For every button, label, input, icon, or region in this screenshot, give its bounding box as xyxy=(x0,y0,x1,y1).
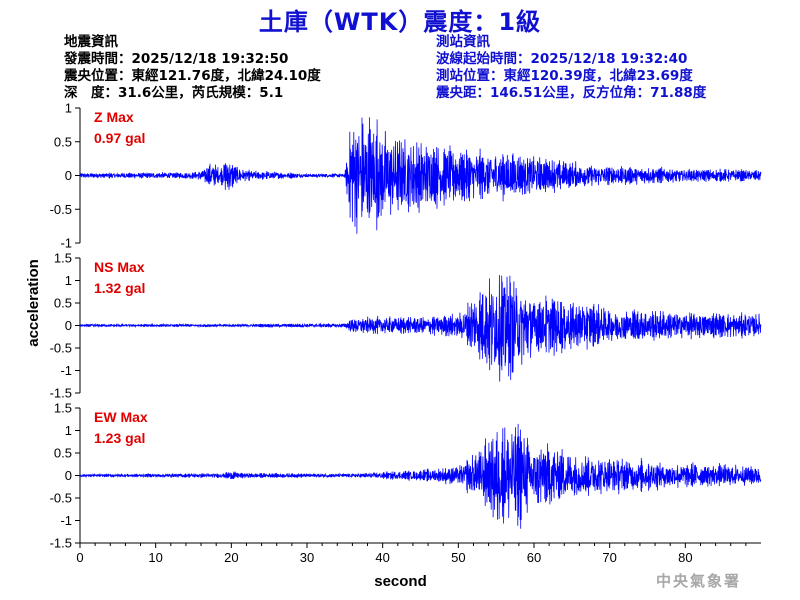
y-tick-label: 0.5 xyxy=(54,446,72,461)
x-tick-label: 70 xyxy=(602,550,616,565)
max-name-label: NS Max xyxy=(94,259,145,275)
station-info-heading: 測站資訊 xyxy=(436,34,490,50)
max-value-label: 1.23 gal xyxy=(94,430,145,446)
y-tick-label: 1.5 xyxy=(54,401,72,416)
x-tick-label: 80 xyxy=(678,550,692,565)
max-value-label: 1.32 gal xyxy=(94,280,145,296)
y-tick-label: -1 xyxy=(60,363,72,378)
station-location: 測站位置：東經120.39度，北緯23.69度 xyxy=(436,68,693,84)
station-info-block: 測站資訊 波線起始時間：2025/12/18 19:32:40 測站位置：東經1… xyxy=(436,34,706,102)
y-tick-label: 1 xyxy=(65,273,72,288)
y-tick-label: -1.5 xyxy=(50,536,72,551)
chart-title: 土庫（WTK）震度：1級 xyxy=(258,8,542,36)
x-tick-label: 60 xyxy=(527,550,541,565)
y-tick-label: -0.5 xyxy=(50,202,72,217)
max-name-label: EW Max xyxy=(94,409,148,425)
y-tick-label: -0.5 xyxy=(50,341,72,356)
max-value-label: 0.97 gal xyxy=(94,130,145,146)
x-tick-label: 40 xyxy=(375,550,389,565)
y-tick-label: 1.5 xyxy=(54,251,72,266)
y-tick-label: 0 xyxy=(65,318,72,333)
quake-depth-magnitude: 深 度：31.6公里，芮氏規模：5.1 xyxy=(64,85,284,101)
trace-z-max xyxy=(79,117,762,234)
x-tick-label: 30 xyxy=(300,550,314,565)
x-tick-label: 50 xyxy=(451,550,465,565)
station-distance-azimuth: 震央距：146.51公里，反方位角：71.88度 xyxy=(436,85,707,101)
y-tick-label: -0.5 xyxy=(50,491,72,506)
trace-ew-max xyxy=(79,423,762,529)
y-tick-label: -1 xyxy=(60,236,72,251)
credit-text: 中央氣象署 xyxy=(656,572,742,590)
y-tick-label: -1.5 xyxy=(50,386,72,401)
y-tick-label: 0.5 xyxy=(54,134,72,149)
quake-location: 震央位置：東經121.76度，北緯24.10度 xyxy=(64,68,321,84)
wave-start-time: 波線起始時間：2025/12/18 19:32:40 xyxy=(436,51,688,67)
x-axis-title: second xyxy=(374,573,427,590)
trace-ns-max xyxy=(79,275,762,382)
quake-info-block: 地震資訊 發震時間：2025/12/18 19:32:50 震央位置：東經121… xyxy=(64,34,321,102)
quake-time: 發震時間：2025/12/18 19:32:50 xyxy=(64,51,289,67)
max-name-label: Z Max xyxy=(94,109,134,125)
x-tick-label: 0 xyxy=(76,550,83,565)
x-tick-label: 10 xyxy=(148,550,162,565)
x-tick-label: 20 xyxy=(224,550,238,565)
y-tick-label: 1 xyxy=(65,101,72,116)
quake-info-heading: 地震資訊 xyxy=(64,34,118,50)
y-tick-label: 0 xyxy=(65,468,72,483)
y-tick-label: -1 xyxy=(60,513,72,528)
y-tick-label: 0.5 xyxy=(54,296,72,311)
y-axis-title: acceleration xyxy=(25,259,42,347)
y-tick-label: 0 xyxy=(65,168,72,183)
y-tick-label: 1 xyxy=(65,423,72,438)
